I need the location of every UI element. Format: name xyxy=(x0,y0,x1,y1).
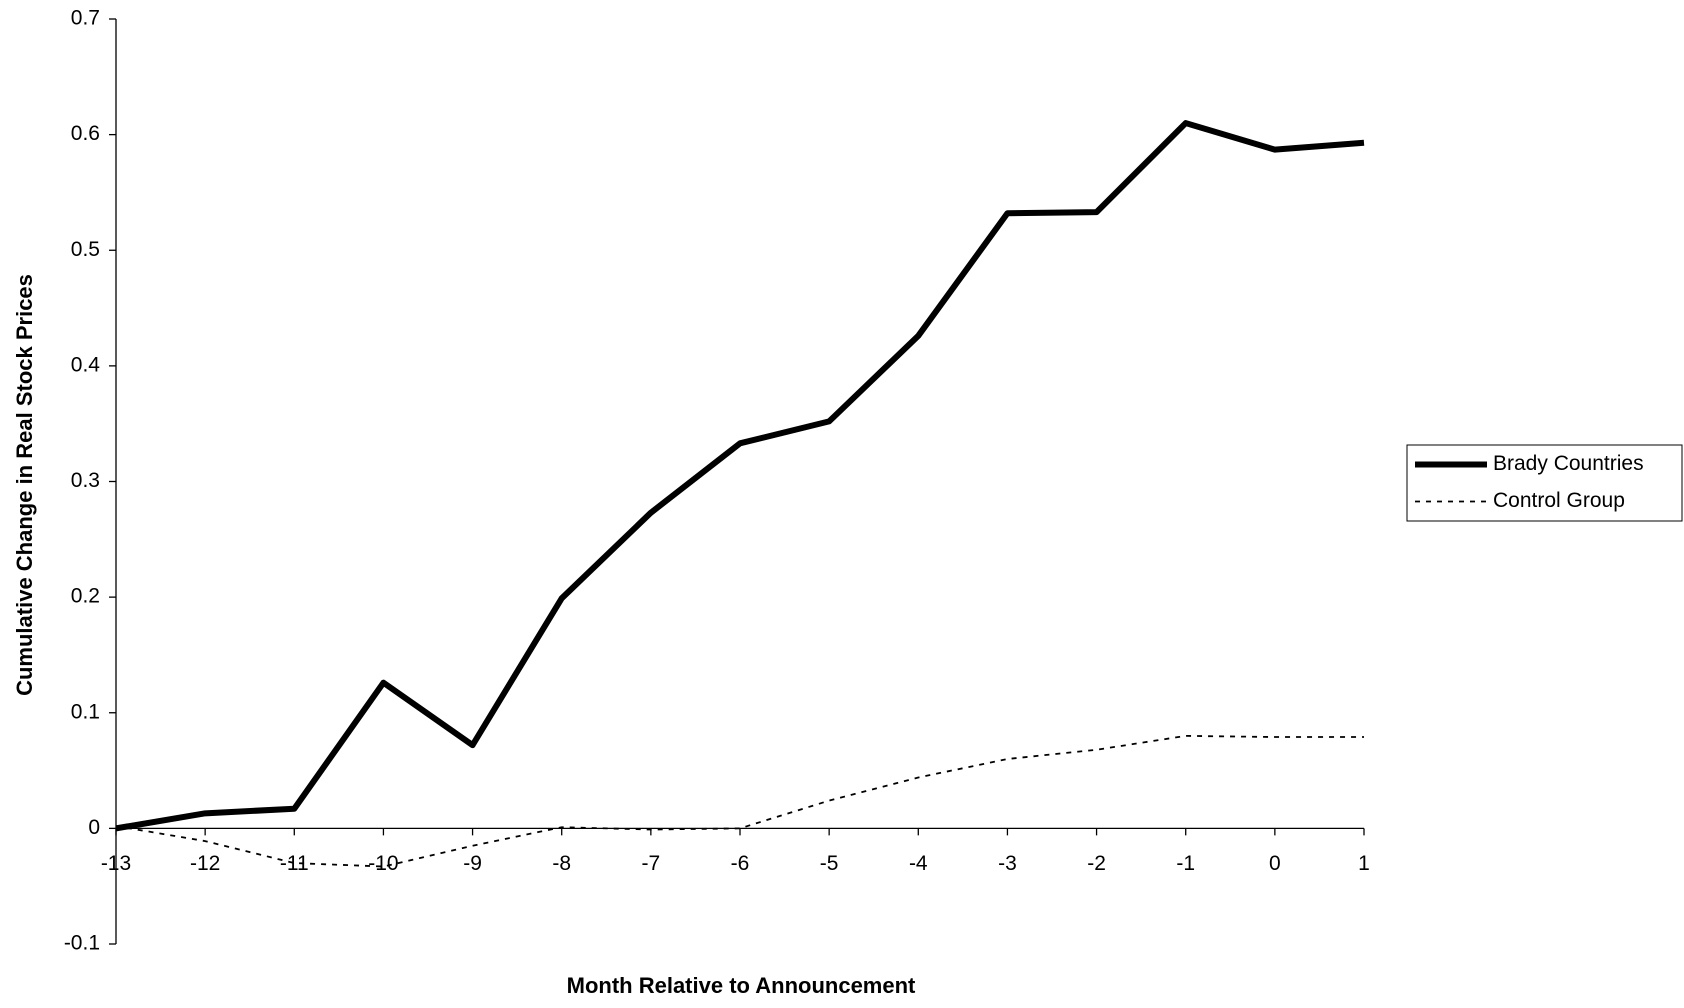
x-axis-title: Month Relative to Announcement xyxy=(567,973,916,998)
y-tick-label: 0.4 xyxy=(71,353,101,376)
y-tick-label: 0.3 xyxy=(71,469,100,492)
x-tick-label: 1 xyxy=(1358,852,1370,875)
x-tick-label: -9 xyxy=(463,852,482,875)
data-line xyxy=(115,120,1365,832)
x-tick-label: -4 xyxy=(909,852,928,875)
x-tick-label: -8 xyxy=(552,852,571,875)
x-tick-label: -7 xyxy=(642,852,661,875)
x-tick-label: -2 xyxy=(1087,852,1106,875)
y-tick-label: 0.1 xyxy=(71,700,100,723)
x-tick-label: -13 xyxy=(101,852,131,875)
legend-label: Control Group xyxy=(1493,489,1625,512)
legend-label: Brady Countries xyxy=(1493,452,1644,475)
x-tick-label: -1 xyxy=(1176,852,1195,875)
y-tick-label: 0 xyxy=(88,816,100,839)
y-tick-label: -0.1 xyxy=(64,932,100,955)
y-axis-title: Cumulative Change in Real Stock Prices xyxy=(12,274,37,696)
legend-box xyxy=(1406,444,1683,522)
x-tick-label: 0 xyxy=(1269,852,1281,875)
x-tick-label: -5 xyxy=(820,852,839,875)
x-tick-label: -10 xyxy=(368,852,398,875)
x-tick-label: -6 xyxy=(731,852,750,875)
y-tick-label: 0.6 xyxy=(71,122,100,145)
x-tick-label: -11 xyxy=(280,852,309,875)
y-tick-label: 0.2 xyxy=(71,585,100,608)
x-tick-label: -12 xyxy=(190,852,220,875)
data-line xyxy=(115,734,1364,868)
x-tick-label: -3 xyxy=(998,852,1017,875)
y-tick-label: 0.7 xyxy=(71,7,100,30)
y-tick-label: 0.5 xyxy=(71,238,100,261)
